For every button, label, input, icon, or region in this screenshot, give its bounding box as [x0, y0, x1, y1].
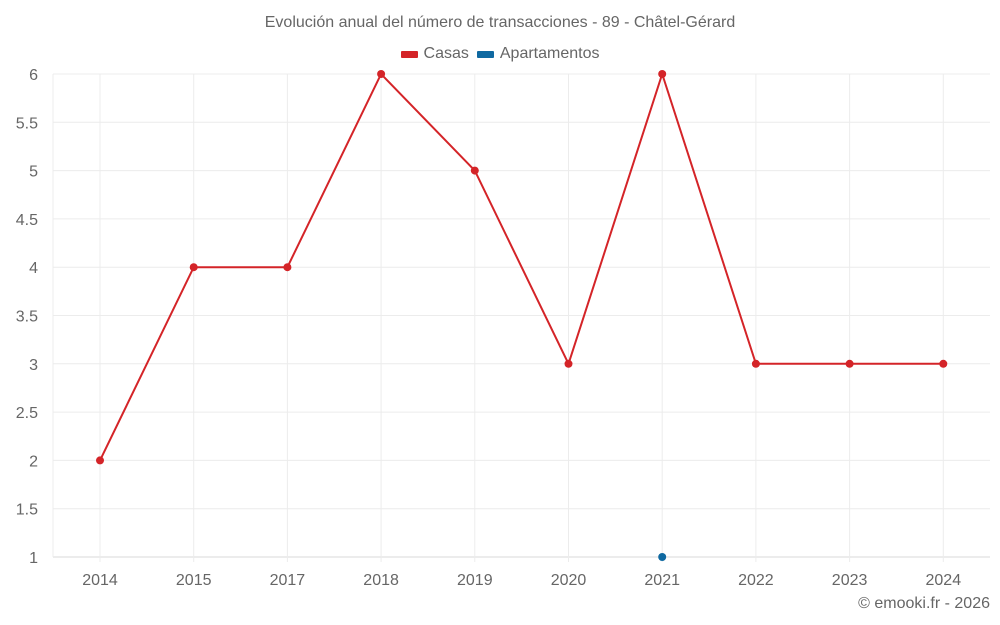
- y-tick-label: 1.5: [16, 502, 38, 519]
- y-tick-label: 6: [29, 67, 38, 84]
- data-point-apartamentos[interactable]: [658, 553, 667, 561]
- data-point-casas[interactable]: [751, 359, 760, 368]
- credit-text: © emooki.fr - 2026: [858, 595, 990, 612]
- data-point-casas[interactable]: [377, 70, 386, 78]
- x-tick-label: 2017: [270, 572, 306, 589]
- x-tick-label: 2019: [457, 572, 493, 589]
- data-point-casas[interactable]: [96, 456, 104, 465]
- data-point-casas[interactable]: [564, 359, 573, 368]
- series-line-casas: [99, 70, 944, 461]
- y-tick-label: 5.5: [16, 115, 38, 132]
- y-tick-label: 4: [29, 260, 38, 277]
- legend-label-casas: Casas: [423, 45, 469, 62]
- y-tick-label: 3.5: [16, 309, 38, 326]
- data-point-casas[interactable]: [658, 70, 667, 78]
- x-tick-label: 2022: [738, 572, 774, 589]
- y-tick-label: 3: [29, 357, 38, 374]
- gridlines: [52, 73, 990, 562]
- data-point-casas[interactable]: [189, 263, 198, 272]
- legend-swatch-apartamentos-icon: [476, 50, 494, 58]
- data-point-casas[interactable]: [845, 359, 854, 368]
- x-tick-label: 2024: [926, 572, 962, 589]
- x-tick-label: 2021: [644, 572, 680, 589]
- y-tick-label: 2: [29, 453, 38, 470]
- data-point-casas[interactable]: [283, 263, 292, 272]
- legend-item-casas[interactable]: Casas: [400, 45, 469, 63]
- y-tick-label: 5: [29, 164, 38, 181]
- x-tick-label: 2020: [551, 572, 587, 589]
- x-tick-label: 2018: [363, 572, 399, 589]
- legend-label-apartamentos: Apartamentos: [499, 45, 600, 62]
- y-tick-label: 4.5: [16, 212, 38, 229]
- x-tick-label: 2015: [176, 572, 212, 589]
- y-tick-label: 1: [29, 550, 38, 567]
- legend: Casas Apartamentos: [0, 45, 1000, 63]
- axes: 1 1.5 2 2.5 3 3.5 4 4.5 5 5.5 6 2014 2015 2017 2018 201…: [16, 67, 961, 589]
- x-tick-label: 2014: [82, 572, 118, 589]
- data-point-casas[interactable]: [470, 166, 479, 175]
- chart-title: Evolución anual del número de transaccio…: [264, 14, 736, 31]
- y-tick-label: 2.5: [16, 405, 38, 422]
- series-layer: [96, 70, 948, 561]
- legend-item-apartamentos[interactable]: Apartamentos: [476, 45, 600, 63]
- x-tick-label: 2023: [832, 572, 868, 589]
- legend-swatch-casas-icon: [400, 50, 418, 58]
- data-point-casas[interactable]: [939, 359, 948, 368]
